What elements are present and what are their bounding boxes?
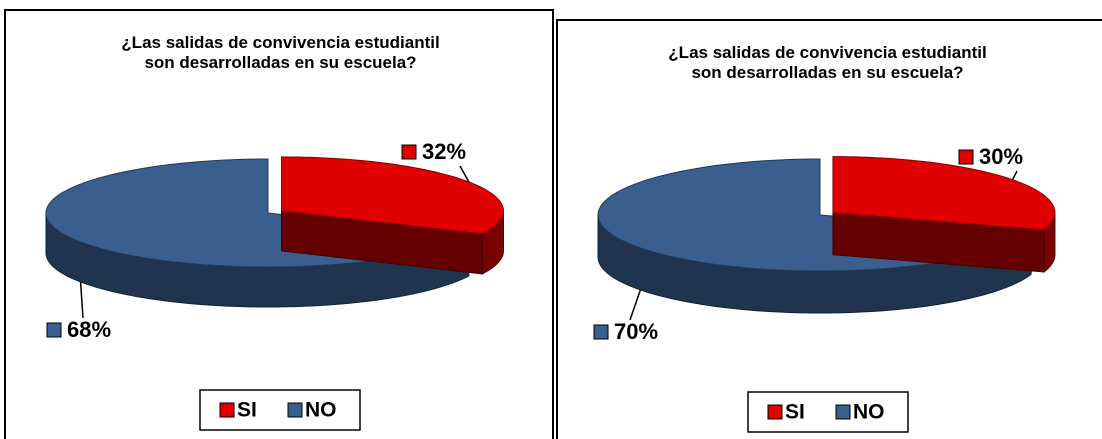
chart-title: ¿Las salidas de convivencia estudiantil … bbox=[668, 43, 987, 82]
label-key bbox=[46, 322, 62, 338]
legend-key bbox=[219, 402, 235, 418]
legend-key bbox=[767, 404, 783, 420]
legend-label: NO bbox=[853, 401, 885, 424]
chart-frame bbox=[4, 9, 554, 439]
leader-line bbox=[629, 289, 642, 321]
label-key bbox=[958, 149, 974, 165]
leader-line bbox=[1011, 170, 1018, 181]
chart-title: ¿Las salidas de convivencia estudiantil … bbox=[121, 33, 440, 72]
leader-line bbox=[79, 281, 84, 319]
data-label: 68% bbox=[67, 317, 111, 342]
label-key bbox=[593, 324, 609, 340]
legend-label: SI bbox=[237, 399, 257, 422]
data-label: 30% bbox=[979, 144, 1023, 169]
legend-label: NO bbox=[305, 399, 337, 422]
legend-key bbox=[835, 404, 851, 420]
data-label: 32% bbox=[422, 139, 466, 164]
chart-frame bbox=[556, 19, 1102, 439]
legend-key bbox=[287, 402, 303, 418]
legend-label: SI bbox=[785, 401, 805, 424]
data-label: 70% bbox=[614, 319, 658, 344]
leader-line bbox=[459, 165, 470, 183]
label-key bbox=[401, 144, 417, 160]
